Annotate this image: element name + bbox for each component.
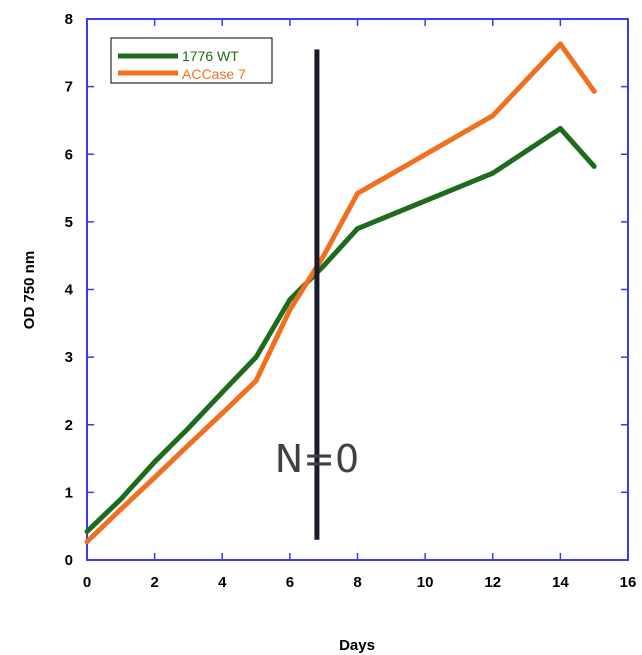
- annotation-layer: N=0: [275, 49, 359, 540]
- data-point: [185, 425, 191, 431]
- data-point: [152, 459, 158, 465]
- x-tick-label: 0: [83, 574, 91, 591]
- x-axis: 0 2 4 6 8 10 12 14 16: [83, 19, 637, 591]
- x-tick-label: 10: [417, 574, 434, 591]
- y-tick-label: 0: [65, 552, 73, 569]
- x-tick-label: 16: [620, 574, 637, 591]
- y-axis-title: OD 750 nm: [21, 251, 38, 329]
- data-point: [118, 496, 124, 502]
- x-tick-label: 6: [286, 574, 294, 591]
- data-point: [321, 253, 327, 259]
- data-point: [355, 190, 360, 196]
- y-tick-label: 8: [65, 11, 73, 28]
- data-point: [253, 378, 259, 384]
- x-tick-label: 4: [218, 574, 227, 591]
- legend-label-accase: ACCase 7: [182, 66, 246, 82]
- y-tick-label: 2: [65, 417, 73, 434]
- data-point: [591, 163, 597, 169]
- x-tick-label: 12: [484, 574, 501, 591]
- x-tick-label: 2: [150, 574, 158, 591]
- data-point: [490, 113, 496, 119]
- annotation-label: N=0: [275, 437, 359, 481]
- data-point: [591, 88, 597, 94]
- data-point: [185, 442, 191, 448]
- y-tick-label: 7: [65, 79, 73, 96]
- data-point: [557, 41, 563, 47]
- series-line-0: [85, 126, 597, 534]
- y-tick-label: 1: [65, 484, 73, 501]
- data-point: [355, 226, 360, 232]
- data-point: [321, 263, 327, 269]
- data-point: [152, 474, 158, 480]
- y-tick-label: 6: [65, 146, 73, 163]
- y-tick-label: 5: [65, 214, 73, 231]
- series-line-1: [85, 41, 597, 544]
- data-point: [219, 389, 225, 395]
- x-tick-label: 8: [353, 574, 361, 591]
- data-point: [287, 297, 293, 303]
- legend-label-wt: 1776 WT: [182, 48, 239, 64]
- y-tick-label: 4: [65, 282, 74, 299]
- data-point: [84, 529, 90, 535]
- data-point: [84, 539, 90, 545]
- legend: 1776 WT ACCase 7: [110, 37, 273, 84]
- data-point: [490, 170, 496, 176]
- data-point: [253, 354, 259, 360]
- data-point: [557, 126, 563, 132]
- x-tick-label: 14: [552, 574, 569, 591]
- data-point: [219, 410, 225, 416]
- series-layer: [84, 41, 597, 545]
- x-axis-title: Days: [339, 637, 375, 654]
- y-axis: 0 1 2 3 4 5 6 7 8: [65, 11, 628, 569]
- y-tick-label: 3: [65, 349, 73, 366]
- data-point: [118, 506, 124, 512]
- data-point: [287, 307, 293, 313]
